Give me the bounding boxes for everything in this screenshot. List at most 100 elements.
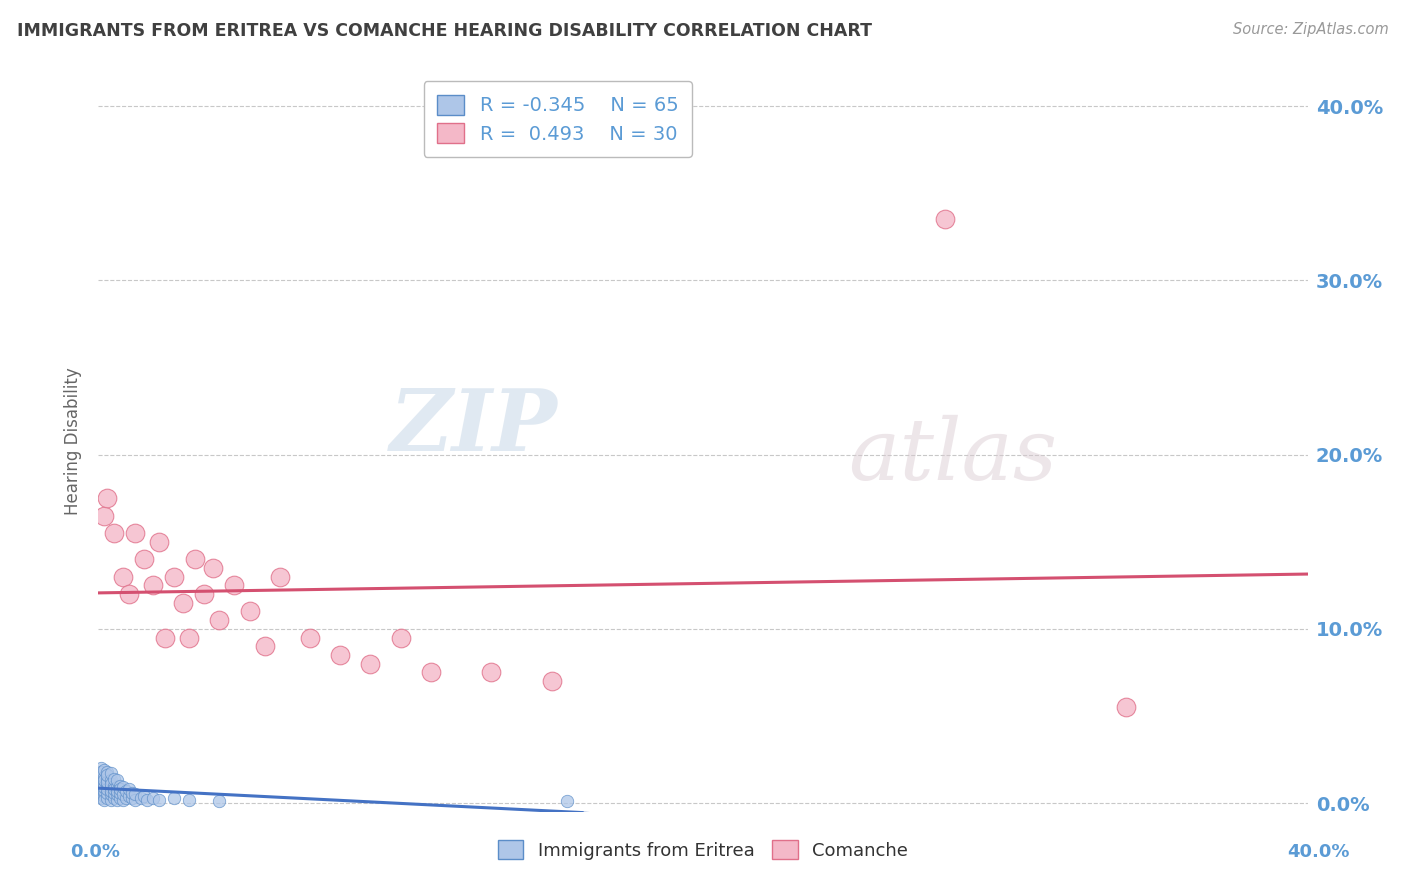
Point (179, 792, 201, 806)
Point (108, 779, 131, 793)
Point (148, 792, 170, 806)
Point (93, 784, 115, 798)
Text: atlas: atlas (848, 415, 1057, 498)
Point (111, 792, 134, 806)
Point (121, 786, 143, 800)
Point (269, 569, 291, 583)
Point (184, 552, 207, 566)
Y-axis label: Hearing Disability: Hearing Disability (65, 368, 83, 516)
Point (93, 763, 115, 777)
Point (555, 794, 578, 808)
Point (108, 790, 131, 805)
Point (208, 794, 231, 808)
Point (90, 779, 112, 793)
Point (105, 773, 128, 788)
Point (103, 526, 125, 541)
Point (163, 790, 186, 805)
Point (93, 773, 115, 788)
Point (103, 779, 125, 793)
Point (105, 787, 128, 801)
Text: 40.0%: 40.0% (1288, 843, 1350, 861)
Point (96, 790, 118, 805)
Point (93, 777, 115, 791)
Point (90, 775, 112, 789)
Point (179, 631, 201, 645)
Point (108, 782, 131, 797)
Point (389, 631, 412, 645)
Point (111, 780, 134, 795)
Point (90, 782, 112, 797)
Point (96, 768, 118, 782)
Point (90, 761, 112, 775)
Point (100, 777, 122, 791)
Point (111, 787, 134, 801)
Point (90, 764, 112, 779)
Point (93, 789, 115, 803)
Point (93, 770, 115, 784)
Point (153, 631, 176, 645)
Point (100, 780, 122, 795)
Point (103, 772, 125, 786)
Point (105, 784, 128, 798)
Point (103, 782, 125, 797)
Point (172, 596, 194, 610)
Point (103, 786, 125, 800)
Point (540, 674, 562, 689)
Point (100, 787, 122, 801)
Point (96, 779, 118, 793)
Point (118, 789, 141, 803)
Text: 0.0%: 0.0% (70, 843, 121, 861)
Point (96, 772, 118, 786)
Point (96, 786, 118, 800)
Point (96, 491, 118, 505)
Point (96, 775, 118, 789)
Point (135, 792, 157, 806)
Point (121, 790, 143, 805)
Point (124, 792, 146, 806)
Point (253, 639, 276, 653)
Point (163, 569, 186, 583)
Text: ZIP: ZIP (389, 385, 558, 468)
Point (114, 790, 136, 805)
Point (100, 784, 122, 798)
Point (96, 764, 118, 779)
Point (132, 789, 155, 803)
Point (420, 665, 443, 680)
Point (118, 782, 141, 797)
Point (105, 792, 128, 806)
Point (96, 782, 118, 797)
Point (299, 631, 322, 645)
Point (202, 561, 225, 575)
Point (239, 604, 262, 618)
Point (124, 787, 146, 801)
Point (90, 790, 112, 805)
Point (93, 780, 115, 795)
Point (360, 657, 382, 671)
Point (118, 587, 141, 601)
Point (93, 792, 115, 806)
Point (224, 578, 246, 592)
Point (129, 790, 152, 805)
Point (329, 648, 352, 662)
Point (111, 569, 134, 583)
Legend: Immigrants from Eritrea, Comanche: Immigrants from Eritrea, Comanche (491, 833, 915, 867)
Legend: R = -0.345    N = 65, R =  0.493    N = 30: R = -0.345 N = 65, R = 0.493 N = 30 (423, 81, 692, 157)
Point (100, 766, 122, 780)
Point (108, 786, 131, 800)
Point (1115, 700, 1137, 714)
Point (142, 790, 165, 805)
Point (142, 578, 165, 592)
Text: Source: ZipAtlas.com: Source: ZipAtlas.com (1233, 22, 1389, 37)
Point (208, 613, 231, 627)
Text: IMMIGRANTS FROM ERITREA VS COMANCHE HEARING DISABILITY CORRELATION CHART: IMMIGRANTS FROM ERITREA VS COMANCHE HEAR… (17, 22, 872, 40)
Point (114, 784, 136, 798)
Point (93, 508, 115, 523)
Point (132, 552, 155, 566)
Point (124, 526, 146, 541)
Point (103, 790, 125, 805)
Point (934, 212, 956, 227)
Point (105, 780, 128, 795)
Point (100, 792, 122, 806)
Point (100, 773, 122, 788)
Point (481, 665, 503, 680)
